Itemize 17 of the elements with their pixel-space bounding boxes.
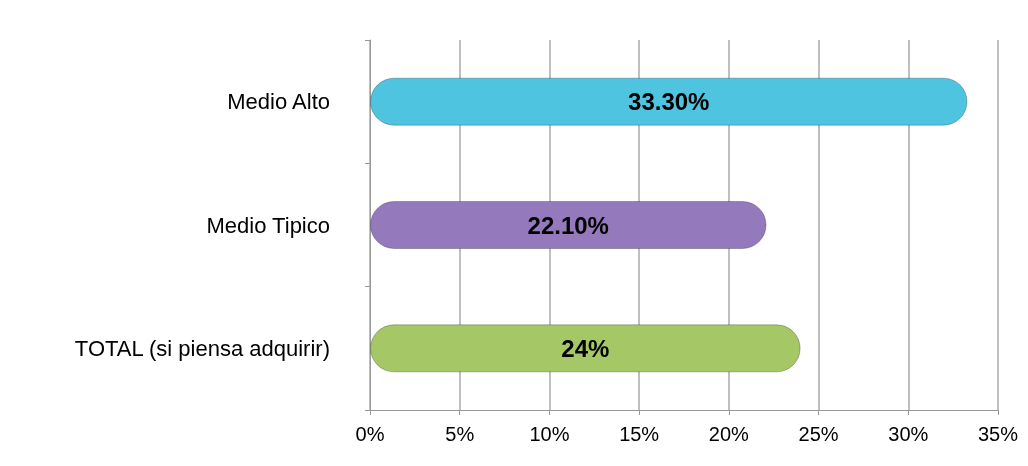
bar bbox=[370, 77, 968, 126]
bar bbox=[370, 324, 801, 373]
x-tick-label: 35% bbox=[977, 423, 1019, 445]
bar bbox=[370, 201, 767, 249]
y-tick-label: Medio Alto bbox=[227, 89, 330, 115]
data-label: 24% bbox=[561, 334, 610, 362]
x-tick-label: 0% bbox=[355, 423, 385, 445]
x-tick-label: 10% bbox=[529, 423, 570, 445]
data-label: 33.30% bbox=[628, 88, 710, 116]
x-tick-label: 15% bbox=[619, 423, 660, 445]
data-label: 22.10% bbox=[527, 211, 609, 239]
x-tick-label: 25% bbox=[798, 423, 839, 445]
y-tick-label: TOTAL (si piensa adquirir) bbox=[74, 335, 330, 361]
y-tick-label: Medio Tipico bbox=[206, 212, 330, 238]
x-tick-label: 20% bbox=[708, 423, 750, 445]
x-tick-label: 30% bbox=[888, 423, 929, 445]
x-tick-label: 5% bbox=[445, 423, 475, 445]
